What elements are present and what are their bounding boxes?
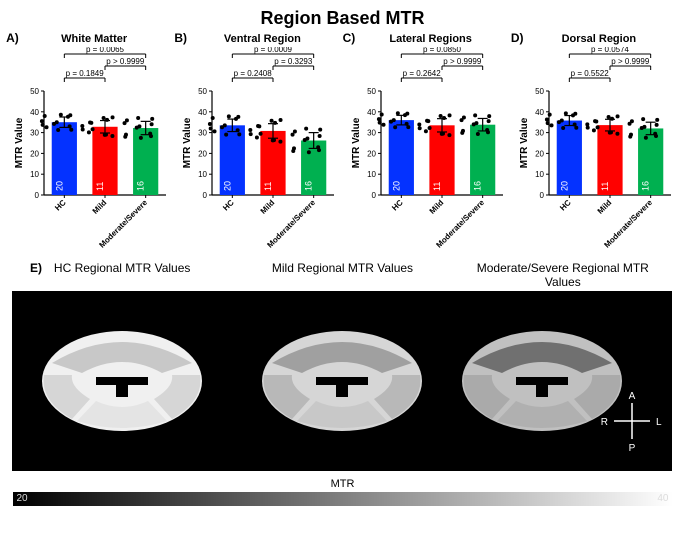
svg-text:HC: HC — [53, 198, 68, 213]
panel-title-c: Lateral Regions — [347, 33, 507, 45]
svg-text:20: 20 — [391, 181, 401, 191]
svg-text:p = 0.2408: p = 0.2408 — [234, 69, 273, 78]
svg-text:R: R — [601, 417, 608, 428]
svg-text:50: 50 — [535, 87, 544, 96]
panel-title-b: Ventral Region — [178, 33, 338, 45]
svg-text:50: 50 — [198, 87, 207, 96]
svg-text:50: 50 — [367, 87, 376, 96]
svg-text:16: 16 — [136, 181, 146, 191]
svg-text:p = 0.0574: p = 0.0574 — [591, 47, 630, 54]
svg-text:20: 20 — [198, 149, 207, 158]
svg-text:30: 30 — [198, 129, 207, 138]
svg-text:10: 10 — [367, 170, 376, 179]
svg-text:50: 50 — [30, 87, 39, 96]
chart-b: 01020304050MTR Value20HC11Mild16Moderate… — [178, 47, 338, 257]
svg-text:40: 40 — [367, 108, 376, 117]
e-title-modsev: Moderate/Severe Regional MTR Values — [463, 261, 663, 289]
svg-text:p = 0.3293: p = 0.3293 — [275, 57, 314, 66]
panel-title-a: White Matter — [10, 33, 170, 45]
panel-title-d: Dorsal Region — [515, 33, 675, 45]
svg-text:40: 40 — [535, 108, 544, 117]
svg-text:p = 0.0009: p = 0.0009 — [254, 47, 293, 54]
panel-a: A) White Matter 01020304050MTR Value20HC… — [10, 33, 170, 257]
panel-e-titles: HC Regional MTR Values Mild Regional MTR… — [12, 261, 673, 289]
svg-text:0: 0 — [539, 191, 544, 200]
svg-text:HC: HC — [222, 198, 237, 213]
svg-text:0: 0 — [35, 191, 40, 200]
gradient-max: 40 — [657, 493, 668, 504]
top-row: A) White Matter 0 10 20 30 40 50 MTR Value 20 HC… — [0, 29, 685, 259]
e-title-mild: Mild Regional MTR Values — [242, 261, 442, 289]
svg-text:0: 0 — [203, 191, 208, 200]
svg-text:10: 10 — [30, 170, 39, 179]
svg-text:30: 30 — [535, 129, 544, 138]
svg-text:20: 20 — [54, 181, 64, 191]
e-title-hc: HC Regional MTR Values — [22, 261, 222, 289]
svg-text:20: 20 — [367, 149, 376, 158]
panel-label-b: B) — [174, 31, 187, 45]
svg-text:MTR Value: MTR Value — [519, 117, 530, 168]
chart-d: 01020304050MTR Value20HC11Mild16Moderate… — [515, 47, 675, 257]
panel-b: B) Ventral Region 01020304050MTR Value20… — [178, 33, 338, 257]
svg-text:MTR Value: MTR Value — [182, 117, 193, 168]
svg-text:p = 0.0065: p = 0.0065 — [86, 47, 125, 54]
svg-text:20: 20 — [535, 149, 544, 158]
svg-text:HC: HC — [390, 198, 405, 213]
svg-text:0: 0 — [371, 191, 376, 200]
svg-text:p > 0.9999: p > 0.9999 — [106, 57, 145, 66]
svg-text:30: 30 — [30, 129, 39, 138]
svg-text:Mild: Mild — [596, 198, 614, 216]
panel-c: C) Lateral Regions 01020304050MTR Value2… — [347, 33, 507, 257]
svg-text:p = 0.2642: p = 0.2642 — [402, 69, 441, 78]
svg-text:20: 20 — [559, 181, 569, 191]
svg-text:16: 16 — [472, 181, 482, 191]
svg-text:11: 11 — [432, 182, 442, 191]
svg-text:p > 0.9999: p > 0.9999 — [611, 57, 650, 66]
e-image-strip: A P R L — [12, 291, 672, 471]
svg-text:Mild: Mild — [91, 198, 109, 216]
svg-text:L: L — [656, 417, 662, 428]
svg-text:MTR Value: MTR Value — [14, 117, 25, 168]
svg-text:20: 20 — [223, 181, 233, 191]
panel-d: D) Dorsal Region 01020304050MTR Value20H… — [515, 33, 675, 257]
chart-a: 01020304050MTR Value20HC11Mild16Moderate… — [10, 47, 170, 257]
panel-label-d: D) — [511, 31, 524, 45]
svg-text:10: 10 — [198, 170, 207, 179]
gradient-bar: 20 40 — [13, 492, 673, 506]
svg-text:16: 16 — [641, 181, 651, 191]
chart-c: 01020304050MTR Value20HC11Mild16Moderate… — [347, 47, 507, 257]
svg-text:P: P — [629, 443, 636, 454]
svg-text:p = 0.0850: p = 0.0850 — [423, 47, 462, 54]
svg-text:10: 10 — [535, 170, 544, 179]
svg-text:11: 11 — [95, 182, 105, 191]
svg-text:20: 20 — [30, 149, 39, 158]
svg-text:Mild: Mild — [427, 198, 445, 216]
svg-text:30: 30 — [367, 129, 376, 138]
svg-text:40: 40 — [30, 108, 39, 117]
svg-text:MTR Value: MTR Value — [351, 117, 362, 168]
svg-text:p = 0.1849: p = 0.1849 — [66, 69, 105, 78]
svg-text:40: 40 — [198, 108, 207, 117]
svg-text:16: 16 — [304, 181, 314, 191]
svg-text:11: 11 — [263, 182, 273, 191]
gradient-label: MTR — [12, 478, 673, 490]
svg-text:HC: HC — [558, 198, 573, 213]
svg-text:p > 0.9999: p > 0.9999 — [443, 57, 482, 66]
panel-label-a: A) — [6, 31, 19, 45]
svg-text:11: 11 — [600, 182, 610, 191]
svg-text:A: A — [629, 391, 636, 402]
svg-text:Mild: Mild — [259, 198, 277, 216]
figure-title: Region Based MTR — [0, 0, 685, 29]
svg-text:p = 0.5522: p = 0.5522 — [571, 69, 610, 78]
gradient-min: 20 — [17, 493, 28, 504]
panel-label-c: C) — [343, 31, 356, 45]
panel-e: E) HC Regional MTR Values Mild Regional … — [0, 259, 685, 510]
